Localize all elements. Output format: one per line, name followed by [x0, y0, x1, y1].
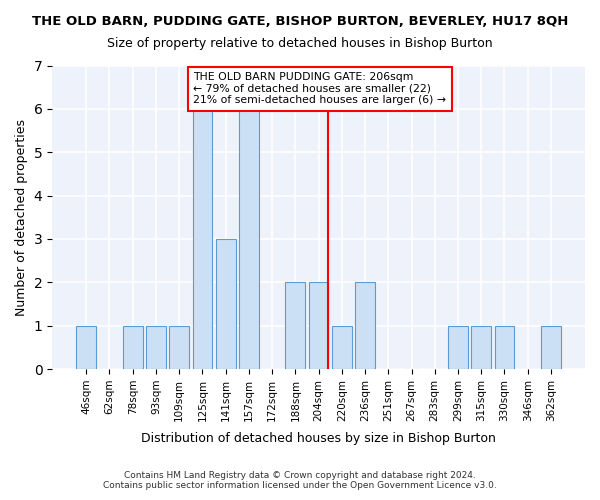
Text: Size of property relative to detached houses in Bishop Burton: Size of property relative to detached ho… — [107, 38, 493, 51]
Bar — [309, 282, 328, 369]
Bar — [216, 239, 236, 369]
Bar — [332, 326, 352, 369]
Bar — [286, 282, 305, 369]
Bar — [355, 282, 375, 369]
Bar — [123, 326, 143, 369]
Bar — [193, 109, 212, 369]
Bar — [472, 326, 491, 369]
Bar — [169, 326, 189, 369]
Bar — [448, 326, 468, 369]
Text: THE OLD BARN, PUDDING GATE, BISHOP BURTON, BEVERLEY, HU17 8QH: THE OLD BARN, PUDDING GATE, BISHOP BURTO… — [32, 15, 568, 28]
Bar — [146, 326, 166, 369]
Bar — [239, 109, 259, 369]
X-axis label: Distribution of detached houses by size in Bishop Burton: Distribution of detached houses by size … — [141, 432, 496, 445]
Text: THE OLD BARN PUDDING GATE: 206sqm
← 79% of detached houses are smaller (22)
21% : THE OLD BARN PUDDING GATE: 206sqm ← 79% … — [193, 72, 446, 105]
Y-axis label: Number of detached properties: Number of detached properties — [15, 119, 28, 316]
Bar — [541, 326, 561, 369]
Text: Contains HM Land Registry data © Crown copyright and database right 2024.
Contai: Contains HM Land Registry data © Crown c… — [103, 470, 497, 490]
Bar — [76, 326, 96, 369]
Bar — [494, 326, 514, 369]
